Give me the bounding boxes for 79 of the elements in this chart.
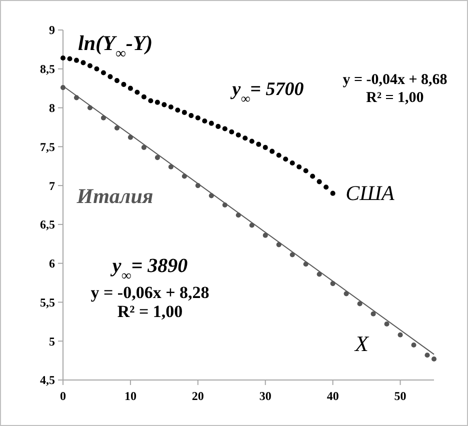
series-label: США	[346, 181, 395, 205]
y-tick-label: 7	[49, 178, 55, 193]
annotation: y$_{∞}$= 5700	[230, 79, 304, 106]
point	[154, 155, 160, 160]
point	[242, 136, 248, 141]
y-tick-label: 8,5	[40, 62, 55, 76]
point	[216, 124, 221, 129]
point	[222, 126, 228, 132]
point	[168, 104, 174, 110]
point	[195, 115, 200, 120]
point	[162, 102, 167, 108]
x-tick-label: 20	[192, 389, 204, 403]
point	[262, 232, 268, 238]
point	[296, 164, 302, 170]
point	[100, 70, 106, 76]
point	[80, 60, 86, 66]
y-tick-label: 5	[49, 334, 55, 348]
point	[74, 58, 80, 63]
point	[276, 152, 282, 158]
y-tick-label: 4,5	[40, 373, 55, 388]
point	[188, 113, 194, 118]
point	[202, 118, 208, 124]
point	[384, 321, 390, 327]
annotation: y = -0,04x + 8,68	[342, 72, 448, 88]
point	[94, 66, 100, 72]
point	[424, 352, 430, 358]
x-tick-label: 30	[259, 389, 272, 403]
point	[236, 132, 241, 138]
x-axis-title: X	[354, 331, 370, 356]
point	[121, 82, 126, 87]
point	[283, 156, 288, 162]
point	[310, 174, 316, 179]
point	[262, 144, 268, 150]
point	[60, 55, 66, 61]
annotation: y = -0,06x + 8,28	[90, 283, 210, 302]
annotation: y$_{∞}$= 3890	[110, 255, 188, 284]
y-axis-title: ln(Y$_{∞}$-Y)	[78, 31, 153, 62]
y-tick-label: 7,5	[40, 140, 55, 154]
point	[256, 142, 262, 147]
point	[316, 179, 322, 184]
y-tick-label: 8	[49, 100, 55, 115]
point	[100, 115, 106, 120]
point	[87, 63, 93, 68]
point	[290, 160, 295, 166]
x-tick-label: 40	[326, 389, 339, 403]
x-tick-label: 10	[124, 389, 136, 403]
point	[398, 332, 403, 338]
point	[148, 98, 154, 104]
point	[154, 100, 160, 105]
series-label: Италия	[76, 184, 154, 208]
point	[114, 78, 120, 84]
x-tick-label: 50	[394, 389, 406, 403]
point	[168, 164, 174, 170]
point	[270, 148, 275, 154]
y-tick-label: 6	[49, 256, 55, 271]
point	[249, 138, 254, 144]
point	[330, 190, 336, 196]
point	[108, 74, 113, 80]
point	[128, 86, 133, 91]
y-tick-label: 9	[49, 23, 55, 38]
x-tick-label: 0	[60, 389, 66, 403]
point	[141, 94, 146, 100]
y-tick-label: 5,5	[40, 295, 55, 310]
point	[411, 342, 416, 348]
point	[229, 129, 234, 134]
y-tick-label: 6,5	[40, 218, 55, 232]
point	[370, 311, 376, 316]
point	[208, 120, 214, 126]
point	[175, 108, 180, 113]
point	[67, 56, 72, 62]
point	[431, 356, 437, 362]
point	[134, 90, 140, 95]
point	[114, 125, 120, 131]
point	[182, 110, 187, 115]
annotation: R² = 1,00	[366, 90, 424, 106]
point	[141, 144, 146, 150]
annotation: R² = 1,00	[117, 302, 183, 321]
point	[303, 168, 308, 174]
point	[324, 184, 329, 190]
